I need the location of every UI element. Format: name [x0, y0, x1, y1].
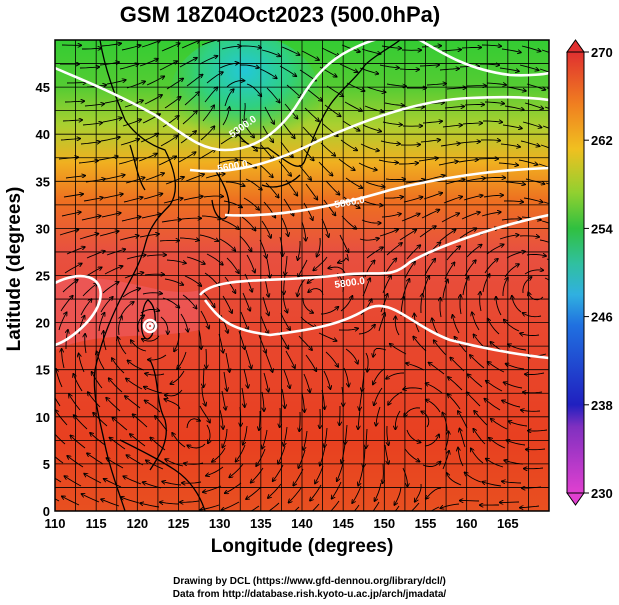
lat-lon-grid [55, 40, 549, 511]
x-tick-label: 110 [45, 516, 66, 531]
y-tick-label: 10 [36, 410, 50, 425]
map-figure: 5300.0 5600.0 5800.0 5800.0 110 115 120 125… [36, 39, 613, 531]
x-tick-label: 130 [209, 516, 231, 531]
map-title: GSM 18Z04Oct2023 (500.0hPa) [119, 2, 441, 27]
x-axis-label: Longitude (degrees) [210, 536, 394, 557]
x-tick-label: 140 [291, 516, 313, 531]
typhoon-center-contour [142, 318, 158, 334]
colorbar-tick-label: 238 [591, 398, 613, 413]
y-tick-label: 15 [36, 363, 50, 378]
x-axis-ticks: 110 115 120 125 130 135 140 145 150 155 160 165 [45, 516, 519, 531]
footer-data-source: Data from http://database.rish.kyoto-u.a… [172, 589, 447, 600]
contour-5600 [189, 95, 549, 173]
plot-frame [54, 39, 550, 512]
colorbar: 230 238 246 254 262 270 [566, 39, 613, 506]
x-tick-label: 160 [456, 516, 478, 531]
contour-label: 5600.0 [217, 159, 249, 175]
contour-label: 5800.0 [334, 195, 366, 211]
colorbar-tick-label: 230 [591, 486, 613, 501]
contour-5800-north [224, 166, 549, 217]
contour-5300 [55, 40, 549, 152]
contour-5800-south [55, 213, 549, 360]
colorbar-tick-label: 262 [591, 133, 613, 148]
x-tick-label: 125 [168, 516, 190, 531]
x-tick-label: 150 [373, 516, 395, 531]
contour-lines [55, 40, 549, 360]
x-tick-label: 145 [332, 516, 354, 531]
y-tick-label: 20 [36, 316, 50, 331]
y-axis-ticks: 0 5 10 15 20 25 30 35 40 45 [36, 80, 50, 519]
colorbar-bottom-arrow [566, 492, 585, 506]
y-tick-label: 0 [43, 504, 50, 519]
colorbar-top-arrow [566, 39, 585, 53]
y-tick-label: 45 [36, 80, 50, 95]
footer-credit: Drawing by DCL (https://www.gfd-dennou.o… [173, 576, 446, 587]
x-tick-label: 135 [250, 516, 272, 531]
colorbar-tick-label: 246 [591, 310, 613, 325]
colorbar-gradient [566, 51, 585, 494]
colorbar-tick-label: 254 [591, 221, 613, 236]
x-tick-label: 165 [497, 516, 519, 531]
y-tick-label: 5 [43, 457, 50, 472]
y-tick-label: 35 [36, 174, 50, 189]
x-tick-label: 155 [415, 516, 437, 531]
y-axis-label: Latitude (degrees) [4, 186, 25, 352]
y-tick-label: 40 [36, 127, 50, 142]
x-tick-label: 120 [126, 516, 148, 531]
streamlines [55, 40, 549, 511]
y-tick-label: 30 [36, 221, 50, 236]
x-tick-label: 115 [86, 516, 107, 531]
colorbar-tick-label: 270 [591, 45, 613, 60]
y-tick-label: 25 [36, 269, 50, 284]
contour-label: 5800.0 [334, 276, 366, 291]
